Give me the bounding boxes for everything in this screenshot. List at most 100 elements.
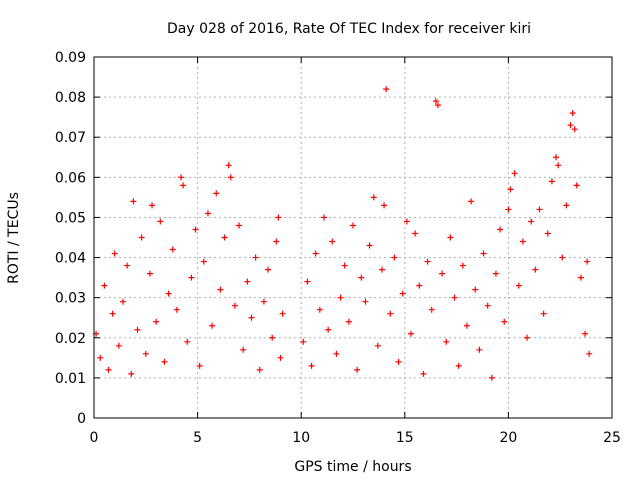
data-point (455, 362, 462, 369)
data-point (559, 254, 566, 261)
data-point (128, 370, 135, 377)
data-point (447, 234, 454, 241)
data-point (563, 202, 570, 209)
data-point (124, 262, 131, 269)
data-point (165, 290, 172, 297)
data-point (312, 250, 319, 257)
data-point (374, 342, 381, 349)
data-point (350, 222, 356, 229)
chart-title: Day 028 of 2016, Rate Of TEC Index for r… (167, 21, 531, 37)
data-point (424, 258, 431, 265)
data-point (459, 262, 466, 269)
y-tick-label: 0.05 (55, 210, 86, 226)
data-point (188, 274, 195, 281)
data-point (169, 246, 176, 253)
y-tick-label: 0.04 (55, 251, 86, 267)
data-point (337, 294, 344, 301)
data-point (528, 218, 535, 225)
data-point (192, 226, 199, 233)
data-point (484, 302, 491, 309)
y-tick-label: 0.03 (55, 291, 86, 307)
data-point (569, 110, 576, 117)
data-point (101, 282, 108, 289)
data-point (279, 310, 286, 317)
data-point (555, 162, 562, 169)
data-point (105, 366, 112, 373)
data-point (383, 86, 390, 93)
data-point (497, 226, 504, 233)
data-point (173, 306, 180, 313)
data-point (252, 254, 259, 261)
data-point (571, 126, 578, 133)
data-point (320, 214, 327, 221)
data-point (221, 234, 228, 241)
data-point (379, 266, 386, 273)
data-point (515, 282, 522, 289)
data-point (519, 238, 526, 245)
data-point (582, 330, 589, 337)
data-point (227, 174, 234, 181)
data-point (209, 322, 216, 329)
data-point (248, 314, 255, 321)
data-point (354, 366, 361, 373)
data-points (93, 86, 593, 381)
data-point (492, 270, 499, 277)
x-axis-label: GPS time / hours (294, 459, 411, 475)
y-tick-label: 0.09 (55, 50, 86, 66)
data-point (548, 178, 555, 185)
data-point (412, 230, 419, 237)
grid-lines (94, 57, 612, 418)
data-point (381, 202, 388, 209)
data-point (333, 350, 340, 357)
data-point (180, 182, 187, 189)
y-axis-label: ROTI / TECUs (6, 192, 22, 284)
data-point (300, 338, 307, 345)
data-point (161, 358, 168, 365)
data-point (443, 338, 450, 345)
data-point (511, 170, 518, 177)
data-point (434, 102, 441, 109)
data-point (240, 346, 247, 353)
data-point (236, 222, 243, 229)
data-point (109, 310, 116, 317)
data-point (408, 330, 415, 337)
data-point (256, 366, 263, 373)
data-point (345, 318, 352, 325)
data-point (540, 310, 547, 317)
data-point (304, 278, 311, 285)
data-point (111, 250, 118, 257)
data-point (532, 266, 539, 273)
data-point (391, 254, 398, 261)
data-point (395, 358, 402, 365)
data-point (153, 318, 160, 325)
data-point (480, 250, 487, 257)
x-tick-label: 5 (193, 430, 202, 446)
data-point (403, 218, 410, 225)
data-point (341, 262, 348, 269)
data-point (204, 210, 211, 217)
data-point (399, 290, 406, 297)
data-point (316, 306, 323, 313)
data-point (536, 206, 543, 213)
data-point (420, 370, 427, 377)
data-point (225, 162, 232, 169)
data-point (488, 374, 495, 381)
data-point (231, 302, 238, 309)
data-point (577, 274, 584, 281)
data-point (196, 362, 203, 369)
data-point (544, 230, 551, 237)
data-point (178, 174, 185, 181)
data-point (370, 194, 377, 201)
data-point (269, 334, 276, 341)
data-point (308, 362, 315, 369)
data-point (366, 242, 373, 249)
axis-ticks: 0 0.01 0.02 0.03 0.04 0.05 0.06 0.07 0.08 0.09 0 5 1… (55, 50, 621, 446)
data-point (439, 270, 446, 277)
data-point (586, 350, 593, 357)
data-point (432, 98, 439, 105)
data-point (130, 198, 137, 205)
x-tick-label: 25 (603, 430, 621, 446)
plot-frame (93, 56, 613, 419)
data-point (416, 282, 423, 289)
